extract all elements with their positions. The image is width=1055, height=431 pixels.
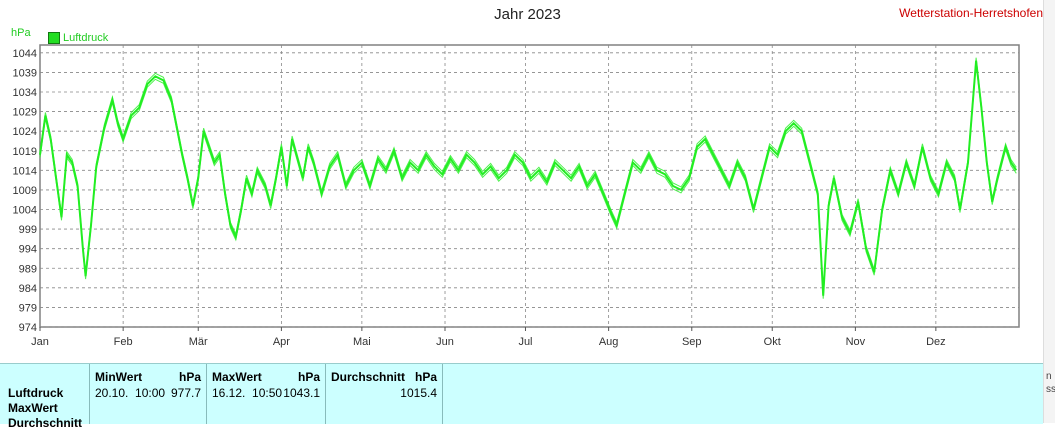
x-tick-label: Aug bbox=[599, 336, 619, 348]
avg-value: 1015.4 bbox=[400, 386, 437, 400]
y-tick-label: 974 bbox=[19, 322, 37, 334]
x-tick-label: Sep bbox=[682, 336, 702, 348]
y-tick-label: 1029 bbox=[13, 107, 37, 119]
max-value: 1043.1 bbox=[283, 386, 320, 400]
row-label: Durchschnitt bbox=[8, 416, 83, 430]
edge-text-line: n bbox=[1046, 371, 1052, 382]
legend-label: Luftdruck bbox=[63, 32, 109, 44]
max-date: 16.12. bbox=[212, 386, 246, 400]
station-name: Wetterstation-Herretshofen bbox=[899, 6, 1043, 20]
y-tick-label: 1009 bbox=[13, 185, 37, 197]
min-date: 20.10. bbox=[95, 386, 129, 400]
row-label: Luftdruck bbox=[8, 386, 64, 400]
stats-panel: Luftdruck MaxWert Durchschnitt MinWert hP… bbox=[0, 363, 1043, 430]
x-tick-label: Apr bbox=[273, 336, 290, 348]
x-tick-label: Nov bbox=[846, 336, 866, 348]
edge-text: n ss bbox=[1046, 370, 1055, 396]
y-tick-label: 989 bbox=[19, 263, 37, 275]
min-header: MinWert bbox=[95, 370, 143, 384]
legend: Luftdruck bbox=[48, 32, 108, 44]
max-unit: hPa bbox=[297, 370, 320, 384]
max-header: MaxWert bbox=[212, 370, 262, 384]
max-column: MaxWert hPa 16.12. 10:50 1043.1 bbox=[206, 364, 325, 424]
min-value: 977.7 bbox=[170, 386, 201, 400]
y-tick-label: 1039 bbox=[13, 67, 37, 79]
legend-swatch bbox=[48, 32, 60, 44]
x-tick-label: Mär bbox=[189, 336, 208, 348]
y-tick-label: 1019 bbox=[13, 146, 37, 158]
x-tick-label: Feb bbox=[114, 336, 133, 348]
avg-column: Durchschnitt hPa 1015.4 bbox=[325, 364, 443, 424]
x-tick-label: Dez bbox=[926, 336, 946, 348]
y-tick-label: 984 bbox=[19, 283, 37, 295]
plot-area bbox=[39, 44, 1020, 328]
min-column: MinWert hPa 20.10. 10:00 977.7 bbox=[89, 364, 206, 424]
x-tick-label: Mai bbox=[353, 336, 371, 348]
max-time: 10:50 bbox=[252, 386, 283, 400]
x-tick-label: Jan bbox=[31, 336, 49, 348]
y-tick-label: 979 bbox=[19, 302, 37, 314]
min-time: 10:00 bbox=[135, 386, 166, 400]
chart-title: Jahr 2023 bbox=[494, 6, 561, 23]
y-unit-label: hPa bbox=[11, 27, 31, 39]
row-label: MaxWert bbox=[8, 401, 58, 415]
stats-row-labels: Luftdruck MaxWert Durchschnitt bbox=[8, 386, 82, 431]
y-tick-label: 994 bbox=[19, 244, 37, 256]
y-tick-label: 999 bbox=[19, 224, 37, 236]
pressure-chart: 974 979 984 989 994 999 1004 1009 1014 1019 1024 10… bbox=[13, 44, 1020, 348]
y-tick-label: 1004 bbox=[13, 205, 37, 217]
series-line bbox=[39, 60, 1018, 296]
x-tick-label: Okt bbox=[764, 336, 781, 348]
y-tick-label: 1024 bbox=[13, 126, 37, 138]
x-tick-label: Jun bbox=[436, 336, 454, 348]
avg-header: Durchschnitt bbox=[331, 370, 406, 384]
edge-text-line: ss bbox=[1046, 384, 1055, 395]
min-unit: hPa bbox=[178, 370, 201, 384]
x-tick-label: Jul bbox=[518, 336, 532, 348]
y-tick-label: 1034 bbox=[13, 87, 37, 99]
avg-unit: hPa bbox=[414, 370, 437, 384]
window-edge bbox=[1043, 0, 1055, 423]
y-tick-label: 1014 bbox=[13, 165, 37, 177]
y-tick-label: 1044 bbox=[13, 48, 37, 60]
